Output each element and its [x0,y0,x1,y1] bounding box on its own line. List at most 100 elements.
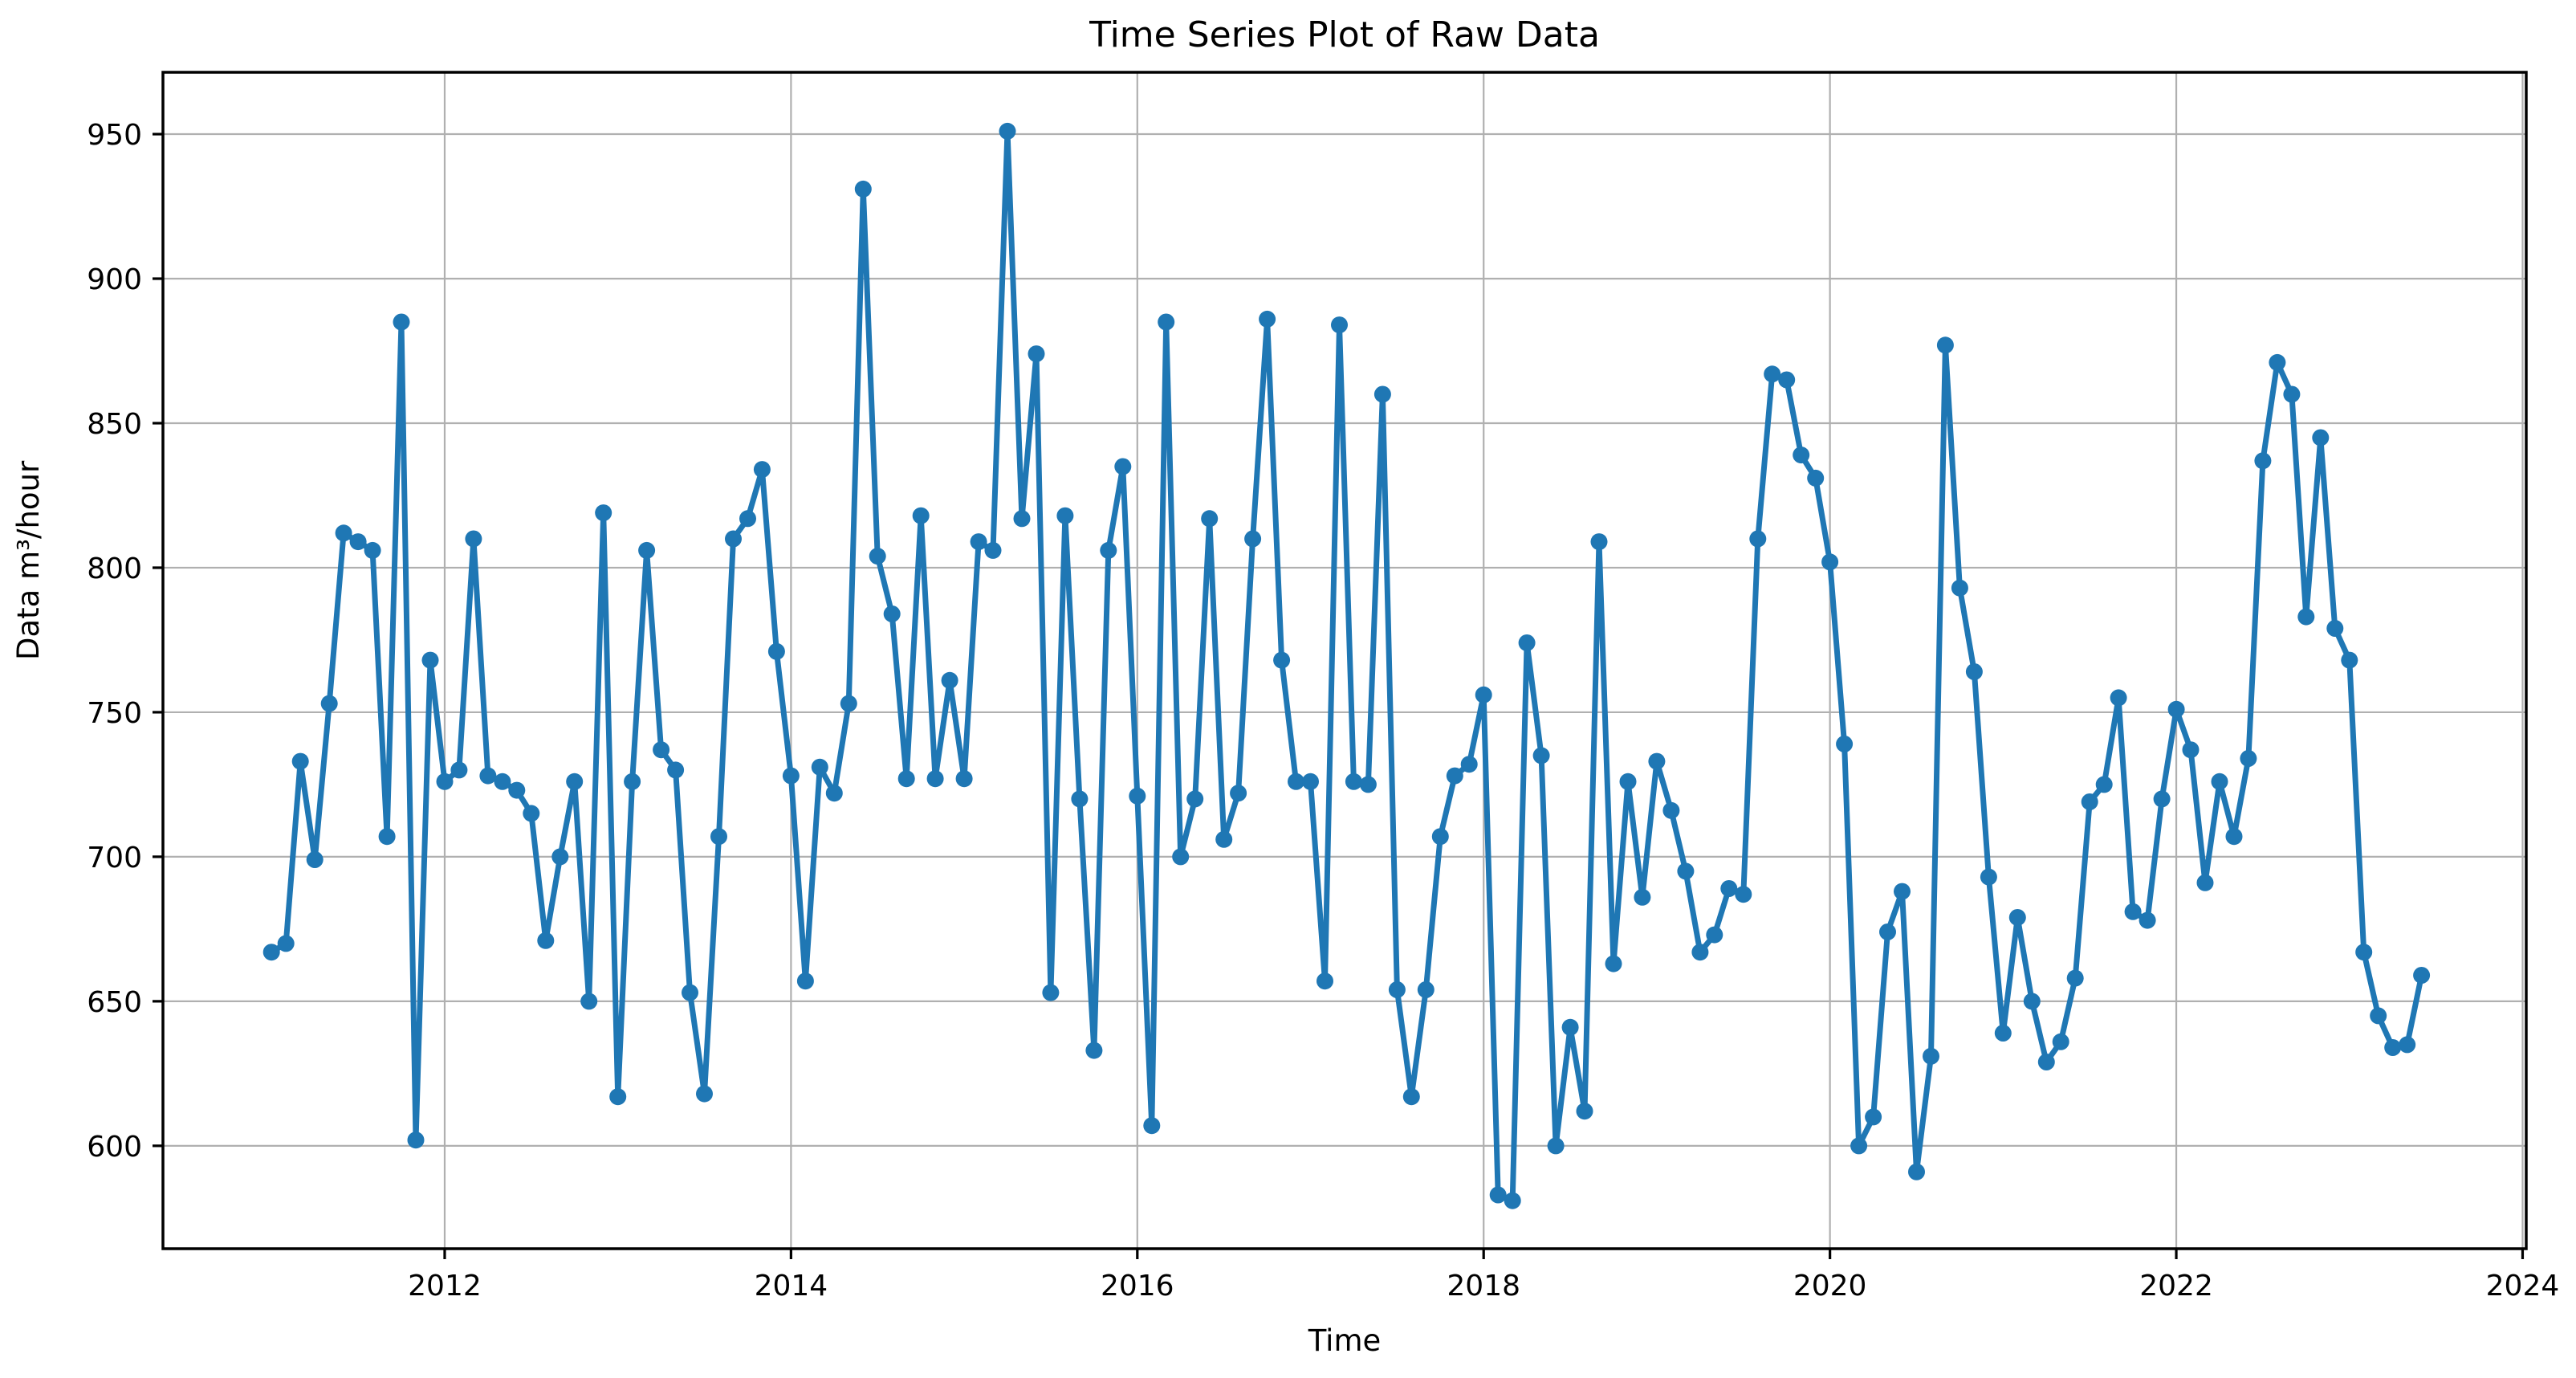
data-point-marker [479,767,497,785]
data-point-marker [1662,801,1680,819]
data-point-marker [1619,773,1637,790]
data-point-marker [1821,553,1839,571]
data-point-marker [782,767,800,785]
data-point-marker [2167,700,2185,718]
data-point-marker [2153,790,2171,808]
axes-spines [161,71,2528,1250]
data-point-marker [2095,776,2113,793]
data-point-marker [1129,787,1146,805]
data-point-marker [1894,883,1911,900]
data-point-marker [1331,316,1348,334]
data-point-marker [291,752,309,770]
data-point-marker [1518,634,1536,651]
data-point-marker [825,785,843,802]
data-point-marker [1532,747,1550,764]
data-point-marker [2312,429,2330,446]
data-point-marker [2297,608,2315,626]
y-tick-label: 750 [87,697,142,730]
data-point-marker [1388,981,1406,998]
data-point-marker [999,122,1016,140]
data-point-marker [2399,1036,2416,1054]
data-point-marker [450,761,468,779]
data-point-marker [2124,903,2142,920]
data-point-marker [796,972,814,990]
data-point-marker [1980,868,1997,886]
data-point-marker [1201,510,1219,528]
data-point-marker [1489,1186,1507,1204]
data-point-marker [551,848,569,866]
data-point-marker [1648,752,1666,770]
data-point-marker [1561,1018,1579,1036]
data-point-marker [667,761,685,779]
data-point-marker [1302,773,1319,790]
data-point-marker [1677,862,1695,880]
data-point-marker [941,671,958,689]
data-point-marker [1936,336,1954,354]
data-point-marker [1836,736,1854,752]
data-point-marker [1259,310,1276,328]
data-point-marker [2139,911,2156,929]
data-point-marker [1158,313,1175,331]
data-point-marker [1634,888,1651,906]
data-point-marker [1417,981,1435,998]
plot-background [163,72,2526,1249]
data-point-marker [739,510,756,528]
data-point-marker [1778,371,1796,389]
data-point-marker [2037,1054,2055,1070]
data-point-marker [407,1131,425,1149]
data-point-marker [1764,365,1781,383]
data-point-marker [609,1088,627,1106]
data-point-marker [2182,741,2200,759]
y-tick-label: 950 [87,119,142,152]
data-point-marker [1865,1108,1882,1126]
data-point-marker [912,507,930,524]
data-point-marker [811,758,828,776]
data-point-marker [1749,530,1767,548]
data-point-marker [970,533,987,551]
data-point-marker [1288,773,1304,790]
data-point-marker [1720,880,1738,897]
data-point-marker [653,741,670,759]
y-tick-label: 650 [87,986,142,1019]
data-point-marker [1042,984,1060,1001]
data-point-marker [2413,967,2431,984]
data-point-marker [1446,767,1463,785]
data-point-marker [1244,530,1262,548]
data-point-marker [638,541,656,559]
x-tick-label: 2020 [1793,1270,1867,1303]
data-point-marker [494,773,511,790]
data-point-marker [1230,785,1247,802]
data-point-marker [2283,385,2301,403]
data-point-marker [2240,750,2257,767]
data-point-marker [1576,1103,1593,1120]
x-tick-label: 2018 [1447,1270,1520,1303]
data-point-marker [840,695,857,712]
data-point-marker [2370,1007,2387,1025]
data-point-marker [320,695,338,712]
data-point-marker [1475,686,1492,703]
data-point-marker [1402,1088,1420,1106]
data-point-marker [393,313,410,331]
data-point-marker [335,524,352,542]
data-point-marker [1547,1137,1565,1155]
data-line [268,128,2425,1204]
data-point-marker [1143,1117,1161,1135]
data-point-marker [2110,689,2127,707]
data-point-marker [1013,510,1031,528]
data-point-marker [1590,533,1608,551]
data-point-marker [1172,848,1190,866]
data-point-marker [436,773,454,790]
data-point-marker [508,781,526,799]
data-point-marker [2225,828,2243,846]
data-point-marker [2023,993,2041,1010]
data-point-marker [277,935,295,952]
data-point-marker [1056,507,1074,524]
data-point-marker [2341,651,2358,669]
data-point-marker [465,530,482,548]
data-point-marker [2355,944,2373,961]
data-point-marker [2384,1039,2402,1056]
data-point-marker [1605,955,1622,972]
data-point-marker [1359,776,1377,793]
data-point-marker [710,828,727,846]
